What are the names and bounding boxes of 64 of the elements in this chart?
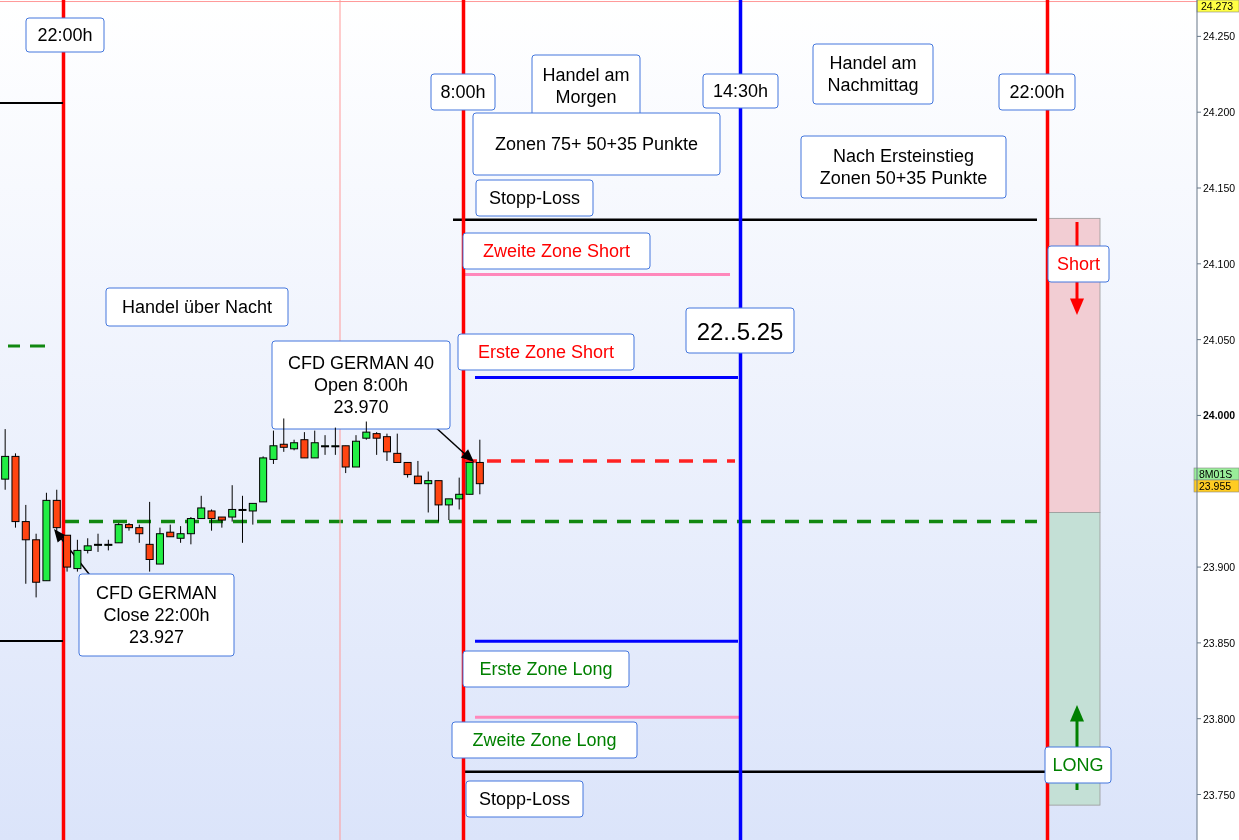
candlestick [145,501,154,573]
text: 8M01S [1199,468,1233,480]
ref-line-label: Erste Zone Short [477,342,615,362]
y-tick-label: 24.000 [1203,409,1236,422]
candlestick [310,430,319,459]
ref-line-label: Zweite Zone Short [482,241,631,261]
candlestick [269,430,278,465]
annotation: 8:00h [440,82,486,102]
annotation: Zonen 75+ 50+35 Punkte [494,134,699,154]
y-tick-label: 24.200 [1203,106,1236,119]
y-tick-label: 24.050 [1203,333,1236,346]
candlestick [382,433,391,462]
candlestick [73,539,82,573]
band-label: LONG [1052,755,1104,775]
annotation: Nach Ersteinstieg Zonen 50+35 Punkte [819,146,988,188]
candlestick [413,460,422,485]
ref-line-label: Stopp-Loss [488,188,581,208]
y-tick-label: 24.250 [1203,30,1236,43]
candlestick [228,484,237,523]
annotation: CFD GERMAN Close 22:00h 23.927 [96,583,217,647]
candlestick [444,498,453,521]
ref-line-label: 24.273 [1201,0,1234,12]
candlestick [341,445,350,474]
candlestick [207,508,216,532]
ref-line-label: Erste Zone Long [479,659,613,679]
candlestick [300,431,309,459]
candlestick [279,417,288,453]
candlestick [321,434,330,456]
ref-line-label: Zweite Zone Long [472,730,617,750]
annotation: 14:30h [712,81,769,101]
y-tick-label: 24.150 [1203,182,1236,195]
candlestick [362,421,371,441]
text: 23.955 [1199,480,1232,492]
candlestick [21,504,30,585]
candlestick [114,522,123,544]
annotation: 22..5.25 [696,317,784,344]
annotation: Handel am Morgen [542,65,630,107]
annotation: CFD GERMAN 40 Open 8:00h 23.970 [287,353,435,417]
candlestick [393,433,402,463]
annotation: 22:00h [37,25,93,45]
candlestick [331,427,340,456]
candlestick [475,439,484,495]
candlestick [135,524,144,544]
candlestick [197,495,206,520]
candlestick [186,516,195,545]
annotation: Handel am Nachmittag [827,53,919,95]
band-label: Short [1056,254,1101,274]
ref-line-label: Stopp-Loss [478,789,571,809]
candlestick [124,522,133,532]
candlestick [94,533,103,553]
y-tick-label: 23.750 [1203,788,1236,801]
y-tick-label: 23.900 [1203,561,1236,574]
candlestick [455,477,464,510]
candlestick [217,516,226,529]
annotation: 22:00h [1009,82,1065,102]
candlestick [238,495,247,544]
candlestick [1,428,10,491]
y-tick-label: 23.800 [1203,712,1236,725]
candlestick [372,431,381,456]
y-tick-label: 24.100 [1203,257,1236,270]
y-tick-label: 23.850 [1203,636,1236,649]
candlestick [248,502,257,526]
candlestick [424,471,433,513]
annotation: Handel über Nacht [121,297,273,317]
